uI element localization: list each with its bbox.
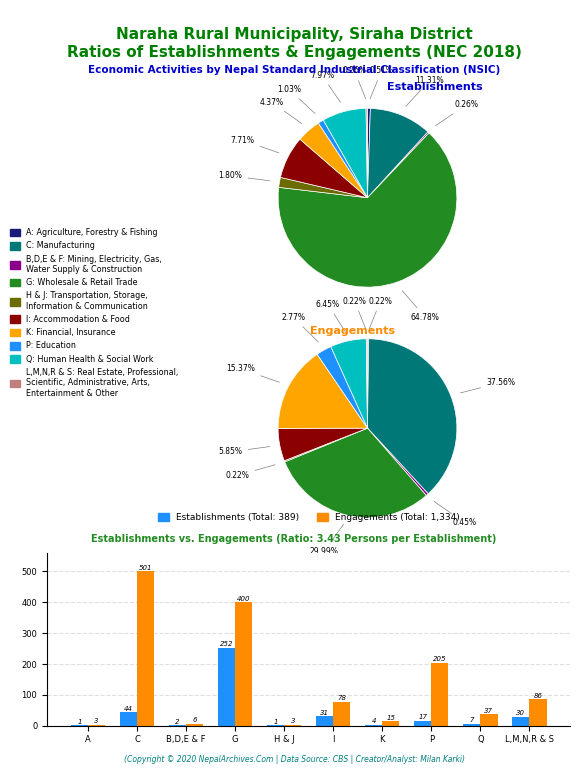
Text: 205: 205 [433, 656, 447, 662]
Text: 252: 252 [220, 641, 233, 647]
Text: 17: 17 [418, 714, 427, 720]
Text: 29.99%: 29.99% [309, 525, 343, 556]
Text: 2: 2 [175, 719, 180, 724]
Text: 7: 7 [470, 717, 474, 723]
Text: Establishments vs. Engagements (Ratio: 3.43 Persons per Establishment): Establishments vs. Engagements (Ratio: 3… [91, 534, 497, 544]
Wedge shape [368, 132, 429, 198]
Text: 11.31%: 11.31% [406, 76, 444, 106]
Wedge shape [368, 339, 457, 494]
Legend: Establishments (Total: 389), Engagements (Total: 1,334): Establishments (Total: 389), Engagements… [154, 509, 463, 526]
Wedge shape [368, 429, 428, 495]
Text: 30: 30 [516, 710, 525, 716]
Text: 37.56%: 37.56% [460, 378, 515, 393]
Text: 0.45%: 0.45% [435, 502, 476, 527]
Wedge shape [300, 123, 368, 198]
Text: 7.71%: 7.71% [230, 135, 279, 153]
Text: Ratios of Establishments & Engagements (NEC 2018): Ratios of Establishments & Engagements (… [66, 45, 522, 60]
Bar [414, 720, 432, 726]
Text: 64.78%: 64.78% [402, 290, 440, 322]
Text: 1.80%: 1.80% [219, 171, 270, 180]
Wedge shape [331, 339, 368, 429]
Text: Engagements: Engagements [310, 326, 395, 336]
Text: 6.45%: 6.45% [316, 300, 345, 332]
Text: 1.03%: 1.03% [277, 85, 315, 114]
Text: 0.26%: 0.26% [436, 101, 478, 126]
Text: 7.97%: 7.97% [310, 71, 340, 102]
Bar [88, 725, 105, 726]
Text: 400: 400 [237, 596, 250, 601]
Text: Naraha Rural Municipality, Siraha District: Naraha Rural Municipality, Siraha Distri… [116, 27, 472, 42]
Text: 0.22%: 0.22% [369, 296, 392, 329]
Bar [432, 663, 449, 726]
Bar [463, 723, 480, 726]
Wedge shape [368, 339, 369, 429]
Text: 6: 6 [192, 717, 197, 723]
Text: 4.37%: 4.37% [260, 98, 302, 124]
Bar [333, 702, 350, 726]
Wedge shape [284, 429, 368, 462]
Bar [529, 699, 547, 726]
Wedge shape [366, 108, 368, 198]
Text: 4: 4 [372, 718, 376, 724]
Wedge shape [317, 346, 368, 429]
Text: Economic Activities by Nepal Standard Industrial Classification (NSIC): Economic Activities by Nepal Standard In… [88, 65, 500, 74]
Text: Establishments: Establishments [387, 82, 483, 92]
Legend: A: Agriculture, Forestry & Fishing, C: Manufacturing, B,D,E & F: Mining, Electri: A: Agriculture, Forestry & Fishing, C: M… [10, 228, 178, 398]
Bar [284, 725, 301, 726]
Text: 15.37%: 15.37% [226, 365, 279, 382]
Bar [480, 714, 497, 726]
Wedge shape [366, 339, 368, 429]
Bar [186, 724, 203, 726]
Text: 31: 31 [320, 710, 329, 716]
Text: 0.22%: 0.22% [226, 465, 275, 480]
Wedge shape [280, 139, 368, 198]
Text: 3: 3 [94, 718, 99, 724]
Wedge shape [285, 429, 426, 518]
Bar [382, 721, 399, 726]
Bar [120, 712, 137, 726]
Text: 37: 37 [485, 708, 493, 713]
Wedge shape [368, 108, 370, 198]
Text: 78: 78 [338, 695, 346, 701]
Wedge shape [368, 108, 428, 198]
Wedge shape [279, 177, 368, 198]
Text: 501: 501 [139, 564, 152, 571]
Bar [137, 571, 154, 726]
Text: 44: 44 [124, 706, 133, 712]
Text: 0.51%: 0.51% [369, 66, 393, 98]
Bar [218, 648, 235, 726]
Wedge shape [318, 120, 368, 198]
Text: 15: 15 [386, 714, 395, 720]
Wedge shape [278, 354, 368, 429]
Wedge shape [323, 108, 368, 198]
Wedge shape [278, 133, 457, 287]
Bar [316, 717, 333, 726]
Text: 1: 1 [273, 719, 278, 725]
Wedge shape [278, 429, 368, 461]
Text: 0.26%: 0.26% [342, 66, 366, 98]
Text: 86: 86 [533, 693, 543, 699]
Bar [235, 602, 252, 726]
Bar [365, 724, 382, 726]
Text: 0.22%: 0.22% [343, 296, 366, 329]
Bar [512, 717, 529, 726]
Text: (Copyright © 2020 NepalArchives.Com | Data Source: CBS | Creator/Analyst: Milan : (Copyright © 2020 NepalArchives.Com | Da… [123, 755, 465, 764]
Text: 3: 3 [290, 718, 295, 724]
Text: 1: 1 [77, 719, 82, 725]
Text: 2.77%: 2.77% [282, 313, 318, 342]
Text: 5.85%: 5.85% [219, 446, 270, 456]
